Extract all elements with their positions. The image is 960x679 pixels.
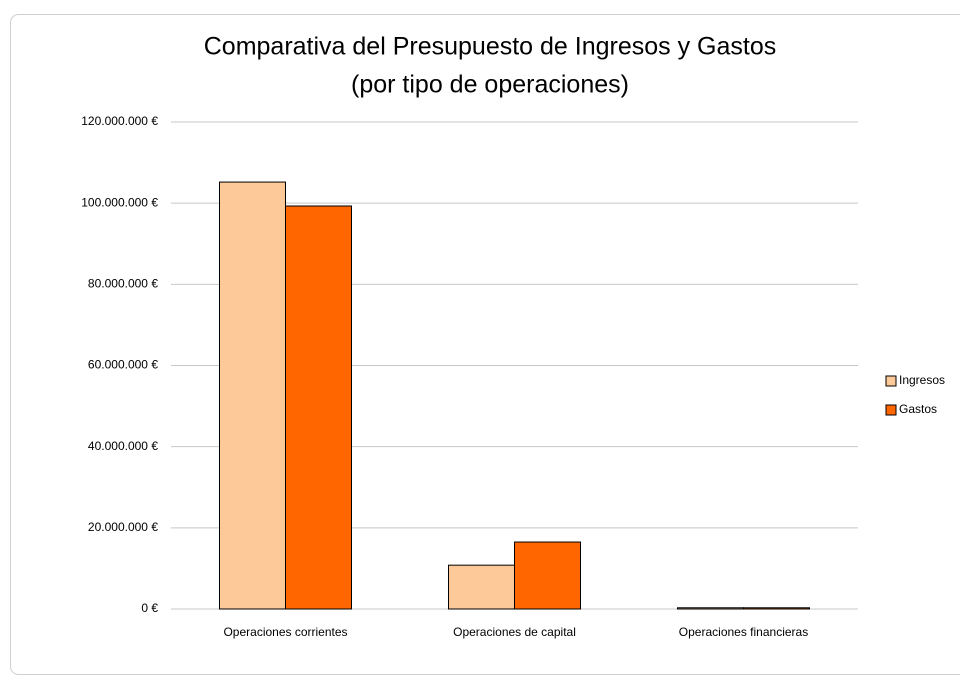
x-tick-label: Operaciones de capital [453,625,576,639]
bar [285,205,352,610]
bar [514,541,581,610]
y-tick-label: 40.000.000 € [88,439,158,453]
x-tick-label: Operaciones corrientes [223,625,347,639]
bar [448,564,515,610]
y-tick-label: 0 € [141,601,158,615]
legend-label: Ingresos [899,373,945,387]
legend-label: Gastos [899,402,937,416]
chart-subtitle: (por tipo de operaciones) [351,71,629,99]
bar [219,181,286,610]
bar [677,607,744,610]
y-tick-label: 80.000.000 € [88,277,158,291]
legend-swatch [885,375,897,387]
y-tick-label: 120.000.000 € [81,114,158,128]
bar [743,607,810,610]
y-tick-label: 100.000.000 € [81,195,158,209]
legend-swatch [885,404,897,416]
chart-title: Comparativa del Presupuesto de Ingresos … [204,33,777,61]
y-tick-label: 20.000.000 € [88,520,158,534]
y-tick-label: 60.000.000 € [88,358,158,372]
x-tick-label: Operaciones financieras [679,625,808,639]
